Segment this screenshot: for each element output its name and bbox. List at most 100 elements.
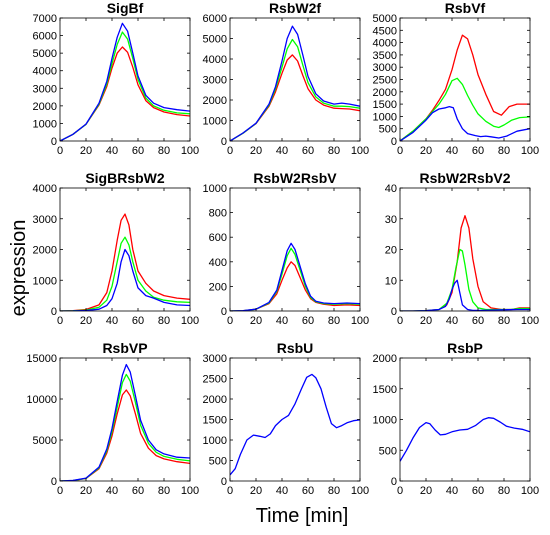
x-tick-label: 20	[250, 315, 262, 327]
x-tick-label: 20	[420, 315, 432, 327]
plot-frame	[229, 357, 361, 482]
subplot-title: SigBf	[107, 0, 144, 16]
x-tick-label: 0	[227, 315, 233, 327]
y-tick-label: 3000	[33, 214, 57, 226]
y-tick-label: 3500	[373, 50, 397, 62]
series-line-blue	[400, 105, 530, 141]
y-tick-label: 1500	[373, 384, 397, 396]
y-tick-label: 0	[51, 476, 57, 488]
y-axis-label: expression	[8, 220, 30, 317]
x-tick-label: 80	[498, 145, 510, 157]
series-line-blue	[400, 279, 530, 311]
y-tick-label: 2000	[373, 87, 397, 99]
y-tick-label: 4000	[203, 54, 227, 66]
y-tick-label: 500	[209, 456, 227, 468]
y-tick-label: 0	[391, 476, 397, 488]
y-tick-label: 400	[209, 257, 227, 269]
x-tick-label: 40	[446, 315, 458, 327]
x-tick-label: 100	[351, 315, 369, 327]
subplot-rsbw2f: 0 20 40 60 80 1000100020003000400050006000Rsb…	[203, 0, 370, 157]
subplot-title: RsbW2f	[269, 0, 321, 16]
x-tick-label: 60	[302, 315, 314, 327]
plot-frame	[59, 17, 191, 142]
x-tick-label: 80	[498, 315, 510, 327]
x-tick-label: 80	[158, 315, 170, 327]
plot-frame	[399, 187, 531, 312]
y-tick-label: 0	[221, 306, 227, 318]
y-tick-label: 2500	[373, 75, 397, 87]
plot-frame	[229, 187, 361, 312]
y-tick-label: 4000	[33, 66, 57, 78]
y-tick-label: 5000	[203, 34, 227, 46]
y-tick-label: 10000	[26, 394, 57, 406]
y-tick-label: 1000	[33, 118, 57, 130]
y-tick-label: 500	[379, 124, 397, 136]
x-tick-label: 40	[276, 485, 288, 497]
x-tick-label: 80	[328, 315, 340, 327]
series-line-green	[230, 247, 360, 311]
y-tick-label: 2000	[203, 394, 227, 406]
x-tick-label: 60	[472, 145, 484, 157]
x-tick-label: 20	[250, 145, 262, 157]
x-tick-label: 40	[106, 315, 118, 327]
y-tick-label: 5000	[33, 48, 57, 60]
series-line-blue	[400, 417, 530, 462]
x-tick-label: 80	[498, 485, 510, 497]
series-line-blue	[60, 22, 190, 141]
x-tick-label: 80	[328, 145, 340, 157]
y-tick-label: 3000	[33, 83, 57, 95]
x-tick-label: 0	[397, 485, 403, 497]
series-line-blue	[60, 363, 190, 481]
x-tick-label: 80	[328, 485, 340, 497]
y-tick-label: 5000	[373, 13, 397, 25]
y-tick-label: 15000	[26, 353, 57, 365]
x-tick-label: 40	[276, 145, 288, 157]
y-tick-label: 10	[385, 275, 397, 287]
y-tick-label: 0	[391, 306, 397, 318]
y-tick-label: 800	[209, 208, 227, 220]
subplot-rsbvf: 0 20 40 60 80 1000500100015002000250030003500…	[373, 0, 540, 157]
y-tick-label: 2500	[203, 374, 227, 386]
x-tick-label: 20	[420, 145, 432, 157]
series-line-blue	[230, 25, 360, 141]
y-tick-label: 20	[385, 245, 397, 257]
y-tick-label: 1000	[33, 275, 57, 287]
series-line-green	[60, 236, 190, 311]
series-line-blue	[230, 242, 360, 311]
x-tick-label: 100	[521, 145, 539, 157]
y-tick-label: 2000	[203, 95, 227, 107]
y-tick-label: 3000	[203, 75, 227, 87]
series-line-green	[60, 31, 190, 141]
x-tick-label: 100	[351, 145, 369, 157]
x-tick-label: 60	[132, 145, 144, 157]
x-tick-label: 80	[158, 145, 170, 157]
x-tick-label: 0	[227, 485, 233, 497]
y-tick-label: 0	[391, 136, 397, 148]
x-tick-label: 100	[181, 485, 199, 497]
series-line-red	[60, 389, 190, 481]
y-tick-label: 0	[221, 136, 227, 148]
series-line-red	[400, 34, 530, 141]
x-tick-label: 40	[106, 145, 118, 157]
x-tick-label: 100	[351, 485, 369, 497]
series-line-green	[400, 77, 530, 141]
y-tick-label: 0	[221, 476, 227, 488]
x-tick-label: 20	[420, 485, 432, 497]
y-tick-label: 2000	[373, 353, 397, 365]
y-tick-label: 3000	[203, 353, 227, 365]
subplot-title: SigBRsbW2	[85, 170, 165, 186]
x-tick-label: 60	[132, 315, 144, 327]
x-tick-label: 20	[80, 145, 92, 157]
series-line-blue	[60, 248, 190, 311]
y-tick-label: 6000	[203, 13, 227, 25]
subplot-sigbf: 0 20 40 60 80 1000100020003000400050006000700…	[33, 0, 200, 157]
x-tick-label: 100	[521, 485, 539, 497]
y-tick-label: 3000	[373, 62, 397, 74]
x-tick-label: 60	[302, 485, 314, 497]
x-tick-label: 40	[276, 315, 288, 327]
